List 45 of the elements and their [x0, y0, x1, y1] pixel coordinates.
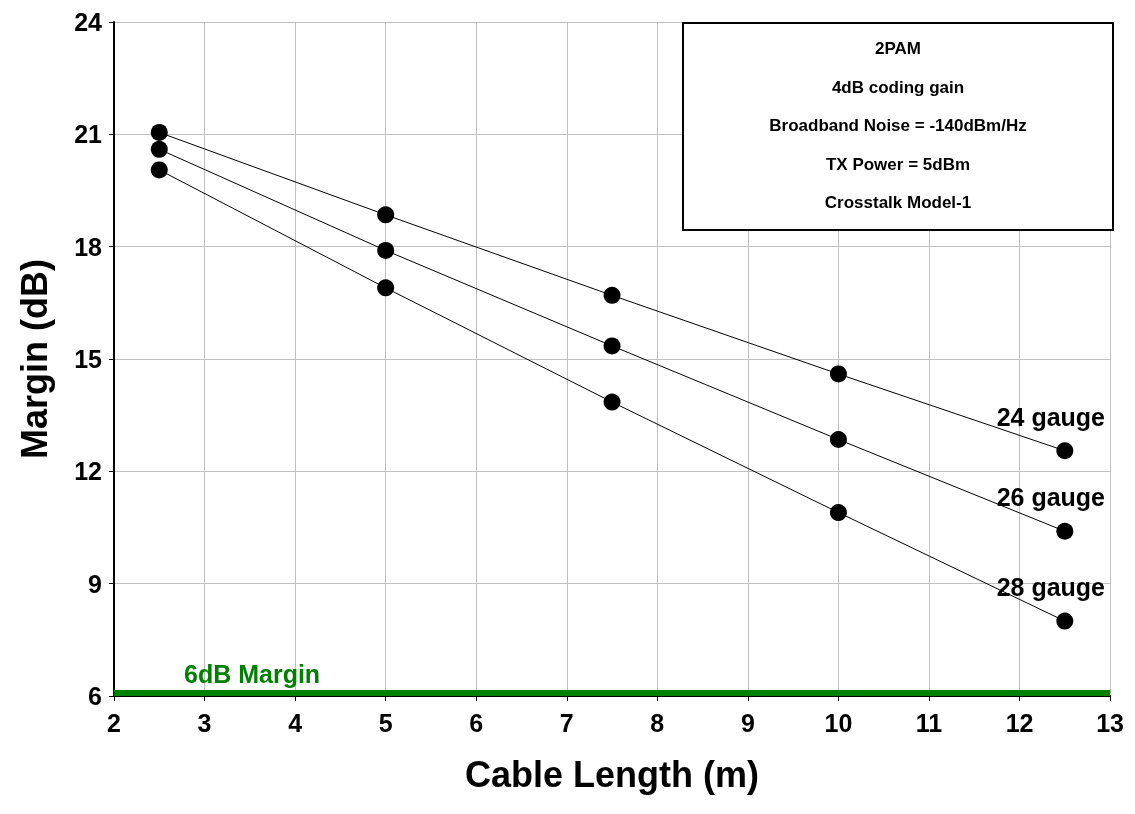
x-tick-label: 11: [915, 708, 943, 737]
x-tick-label: 4: [288, 708, 303, 737]
point: [603, 286, 621, 304]
x-tick-label: 3: [197, 708, 212, 737]
annotation: 2PAM: [874, 38, 922, 60]
x-tick-label: 2: [107, 708, 121, 737]
x-tick-label: 5: [378, 708, 393, 737]
x-tick-label: 8: [650, 708, 665, 737]
point: [1056, 442, 1074, 460]
point: [829, 504, 847, 522]
point: [603, 393, 621, 411]
point: [377, 279, 395, 297]
series-label: 26 gauge: [996, 483, 1106, 512]
x-tick-label: 10: [824, 708, 853, 737]
x-tick-label: 12: [1005, 708, 1034, 737]
annotation: Broadband Noise = -140dBm/Hz: [768, 115, 1028, 137]
point: [150, 161, 168, 179]
ref-line-label: 6dB Margin: [184, 659, 321, 688]
point: [150, 140, 168, 158]
point: [1056, 522, 1074, 540]
y-tick-label: 12: [74, 457, 102, 486]
point: [150, 123, 168, 141]
x-axis-title: Cable Length (m): [465, 753, 760, 795]
series-label: 24 gauge: [996, 402, 1106, 431]
point: [377, 206, 395, 224]
y-tick-label: 9: [88, 569, 102, 598]
point: [829, 431, 847, 448]
y-tick-label: 18: [74, 232, 103, 261]
point: [603, 337, 621, 355]
y-tick-label: 6: [88, 682, 102, 710]
point: [377, 241, 395, 259]
point: [1056, 612, 1074, 630]
annotation: 4dB coding gain: [830, 76, 966, 99]
annotation: TX Power = 5dBm: [824, 153, 972, 176]
x-tick-label: 13: [1096, 708, 1124, 737]
x-tick-label: 6: [469, 708, 484, 737]
series-label: 28 gauge: [996, 573, 1106, 602]
annotation: Crosstalk Model-1: [823, 192, 973, 214]
x-tick-label: 7: [559, 708, 574, 737]
y-tick-label: 21: [74, 120, 103, 149]
y-tick-label: 24: [74, 8, 103, 36]
y-axis-title: Margin (dB): [13, 259, 55, 459]
point: [829, 365, 847, 383]
x-tick-label: 9: [740, 708, 755, 737]
y-tick-label: 15: [74, 345, 103, 373]
